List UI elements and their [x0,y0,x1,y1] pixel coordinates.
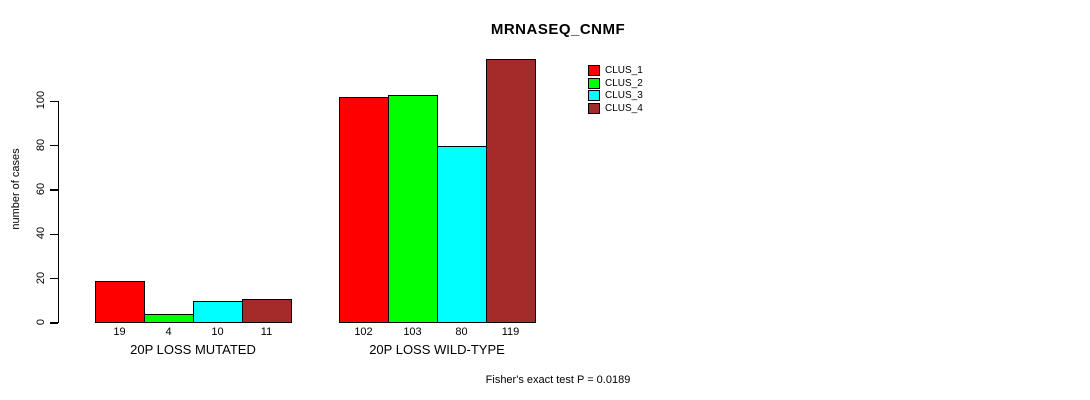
y-axis-title: number of cases [10,148,22,230]
y-axis-tick-label: 100 [35,91,47,110]
y-axis-tick [50,233,58,235]
y-axis-tick [50,100,58,102]
bar-value-label: 10 [211,326,224,338]
bar-value-label: 19 [113,326,126,338]
bar-clus_4-group2 [486,59,536,323]
y-axis-tick-label: 80 [35,138,47,151]
annotation-text: Fisher's exact test P = 0.0189 [485,374,631,386]
legend-item-clus_4: CLUS_4 [588,102,643,115]
y-axis-tick [50,145,58,147]
y-axis-tick [50,189,58,191]
legend-item-clus_1: CLUS_1 [588,64,643,77]
x-axis-group-label: 20P LOSS MUTATED [130,342,256,357]
legend-label: CLUS_2 [605,77,643,89]
y-axis-tick-label: 0 [35,318,47,326]
bar-clus_4-group1 [242,298,292,323]
legend-swatch-icon [588,64,600,76]
legend-item-clus_3: CLUS_3 [588,89,643,102]
bar-value-label: 103 [403,326,422,338]
chart-title: MRNASEQ_CNMF [490,21,626,38]
y-axis-tick [50,278,58,280]
y-axis-tick-label: 40 [35,227,47,240]
legend-swatch-icon [588,77,600,89]
bar-value-label: 4 [165,326,172,338]
legend-swatch-icon [588,102,600,114]
y-axis-tick [50,322,58,324]
x-axis-group-label: 20P LOSS WILD-TYPE [369,342,505,357]
legend-label: CLUS_3 [605,90,643,102]
bar-value-label: 119 [501,326,520,338]
y-axis-tick-label: 60 [35,182,47,196]
y-axis-tick-label: 20 [35,271,47,284]
bar-clus_1-group1 [95,280,145,323]
legend-item-clus_2: CLUS_2 [588,77,643,90]
bar-clus_1-group2 [339,96,389,323]
legend-label: CLUS_4 [605,102,643,114]
bar-clus_3-group1 [193,300,243,323]
legend-label: CLUS_1 [605,64,643,76]
legend-swatch-icon [588,90,600,102]
legend: CLUS_1 CLUS_2 CLUS_3 CLUS_4 [588,64,643,115]
bar-clus_2-group1 [144,314,194,323]
bar-clus_2-group2 [388,94,438,323]
bar-value-label: 11 [260,326,273,338]
bar-clus_3-group2 [437,145,487,323]
bar-value-label: 102 [354,326,373,338]
bar-value-label: 80 [455,326,468,338]
y-axis-line [58,101,60,323]
